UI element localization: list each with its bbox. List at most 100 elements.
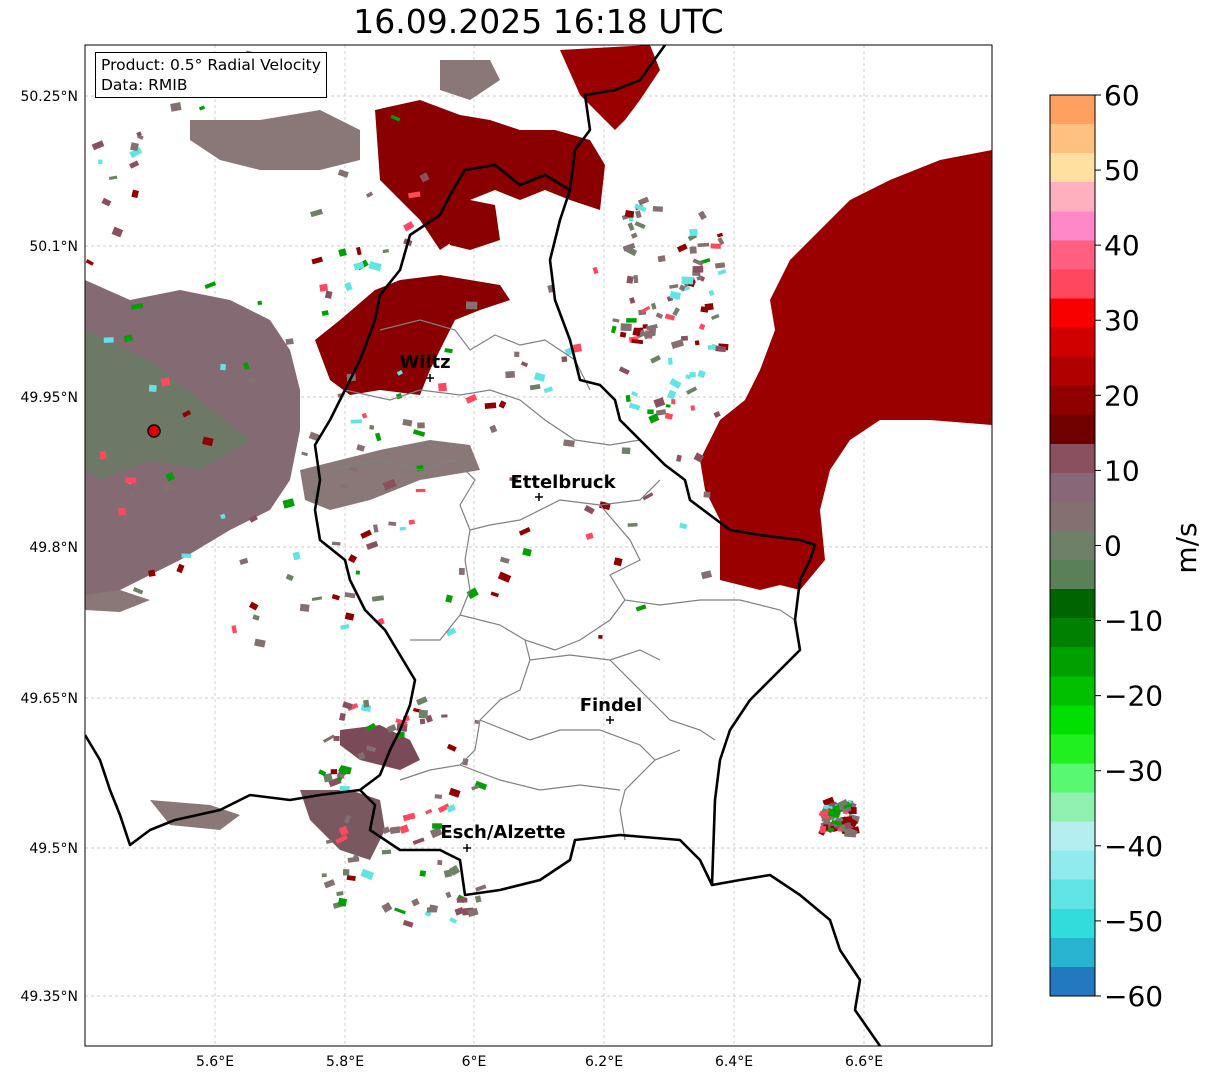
echo-gate xyxy=(434,794,443,799)
echo-gate xyxy=(676,243,688,253)
echo-gate xyxy=(388,521,397,527)
city-label: Wiltz xyxy=(399,352,450,373)
country-borders xyxy=(85,45,882,1046)
district-borders xyxy=(329,319,796,841)
echo-gate xyxy=(424,911,432,917)
echo-gate xyxy=(311,596,323,602)
echo-gate xyxy=(165,471,175,482)
echo-gate xyxy=(408,191,421,199)
longitude-ticks: 5.6°E 5.8°E 6°E 6.2°E 6.4°E 6.6°E xyxy=(196,1054,883,1070)
lat-tick-label: 49.65°N xyxy=(20,691,78,707)
echo-gate xyxy=(490,591,500,598)
echo-gate xyxy=(657,255,666,263)
echo-gate xyxy=(703,491,711,498)
echo-gate xyxy=(456,897,468,903)
echo-gate xyxy=(125,477,137,484)
echo-gate xyxy=(346,875,356,881)
echo-gate xyxy=(444,348,453,354)
echo-gate xyxy=(415,488,426,493)
echo-gate xyxy=(402,812,416,822)
lon-tick-label: 5.6°E xyxy=(196,1054,234,1070)
echo-gate xyxy=(628,402,641,411)
echo-gate xyxy=(627,222,635,231)
echo-gate xyxy=(333,735,340,741)
echo-gate xyxy=(635,604,647,612)
echo-gate xyxy=(257,300,263,306)
echo-gate xyxy=(182,409,192,418)
echo-region xyxy=(340,725,420,770)
echo-gate xyxy=(321,873,327,878)
echo-gate xyxy=(373,524,379,533)
echo-gate xyxy=(299,603,310,612)
echo-gate xyxy=(386,724,397,733)
echo-gate xyxy=(323,772,333,783)
echo-gate xyxy=(715,345,727,353)
echo-gate xyxy=(707,345,717,350)
echo-gate xyxy=(629,297,636,304)
echo-gate xyxy=(285,338,294,345)
lat-tick-label: 50.1°N xyxy=(29,239,78,255)
colorbar-tick-label: 30 xyxy=(1104,304,1140,337)
echo-gate xyxy=(497,571,512,583)
echo-gate xyxy=(399,526,407,531)
echo-gate xyxy=(220,513,226,520)
echo-gate xyxy=(678,284,686,292)
echo-gate xyxy=(652,206,663,212)
echo-gate xyxy=(365,745,377,753)
echo-gate xyxy=(844,822,852,830)
echo-gate xyxy=(239,557,249,565)
echo-gate xyxy=(717,269,727,276)
echo-gate xyxy=(670,339,685,350)
echo-gate xyxy=(700,306,709,313)
echo-gate xyxy=(634,203,647,213)
echo-gate xyxy=(819,825,827,834)
echo-gate xyxy=(655,409,667,416)
echo-gate xyxy=(252,614,260,621)
echo-gate xyxy=(347,856,360,863)
echo-gate xyxy=(101,197,112,207)
colorbar-tick-label: 40 xyxy=(1104,229,1140,262)
gridlines xyxy=(85,45,992,1046)
echo-gate xyxy=(632,327,641,337)
echo-gate xyxy=(697,210,707,221)
echo-gate xyxy=(716,232,724,238)
echo-gate xyxy=(319,283,329,292)
echo-gate xyxy=(529,383,541,391)
colorbar-tick-label: −10 xyxy=(1104,605,1163,638)
echo-gate xyxy=(680,335,688,341)
echo-gate xyxy=(667,389,677,400)
echo-gate xyxy=(454,906,465,916)
city-marker-icon xyxy=(426,374,434,382)
echo-gate xyxy=(650,302,657,310)
echo-region xyxy=(315,275,510,395)
colorbar: 60 50 40 30 20 10 0 −10 −20 −30 −40 −50 −60 m/s xyxy=(1049,79,1203,1013)
echo-gate xyxy=(136,131,142,137)
echo-gate xyxy=(338,712,346,722)
echo-gate xyxy=(418,710,428,719)
echo-gate xyxy=(713,410,721,418)
echo-gate xyxy=(382,478,397,491)
echo-gate xyxy=(610,325,617,334)
echo-region xyxy=(300,440,480,510)
echo-gate xyxy=(823,804,829,810)
city-markers: Wiltz Ettelbruck Findel Esch/Alzette xyxy=(399,352,642,852)
echo-gate xyxy=(471,784,480,791)
echo-gate xyxy=(694,340,700,346)
echo-gate xyxy=(626,318,637,323)
lon-tick-label: 6.2°E xyxy=(585,1054,623,1070)
echo-gate xyxy=(669,290,681,300)
echo-gate xyxy=(627,522,638,527)
echo-gate xyxy=(395,718,408,726)
echo-gate xyxy=(449,864,460,876)
echo-gate xyxy=(363,699,370,708)
echo-gate xyxy=(425,808,433,815)
echo-gate xyxy=(339,484,348,489)
echo-gate xyxy=(592,266,599,275)
echo-gate xyxy=(419,870,427,877)
echo-gate xyxy=(131,189,139,199)
echo-gate xyxy=(475,884,487,892)
echo-gate xyxy=(561,356,568,363)
echo-gate xyxy=(331,593,340,601)
echo-gate xyxy=(360,529,372,539)
